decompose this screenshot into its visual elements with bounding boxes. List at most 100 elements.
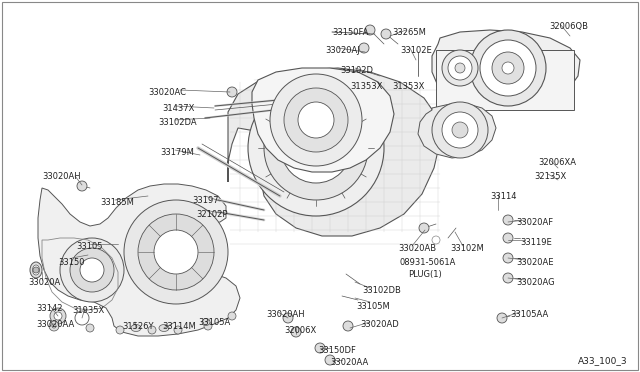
Circle shape [33,267,39,273]
Circle shape [442,50,478,86]
Circle shape [281,113,351,183]
Text: 33105M: 33105M [356,302,390,311]
Circle shape [228,312,236,320]
Text: 33020AJ: 33020AJ [325,46,360,55]
Circle shape [359,43,369,53]
Circle shape [480,40,536,96]
Circle shape [270,74,362,166]
Circle shape [227,87,237,97]
Circle shape [77,181,87,191]
Ellipse shape [30,262,42,278]
Circle shape [284,88,348,152]
Text: 33150DF: 33150DF [318,346,356,355]
Text: 33105AA: 33105AA [510,310,548,319]
Ellipse shape [202,318,210,326]
Circle shape [502,62,514,74]
Text: 33185M: 33185M [100,198,134,207]
Circle shape [174,326,182,334]
Polygon shape [252,68,394,172]
Circle shape [432,236,440,244]
Circle shape [448,56,472,80]
Circle shape [116,326,124,334]
Text: 32102P: 32102P [196,210,227,219]
Polygon shape [432,30,580,108]
Text: 33179M: 33179M [160,148,194,157]
Circle shape [49,321,59,331]
Text: 08931-5061A: 08931-5061A [400,258,456,267]
Text: 33020A: 33020A [28,278,60,287]
Circle shape [455,63,465,73]
Text: 33142: 33142 [36,304,63,313]
Text: 33150: 33150 [58,258,84,267]
Text: 33265M: 33265M [392,28,426,37]
Circle shape [70,248,114,292]
Circle shape [492,52,524,84]
Text: 33020AH: 33020AH [42,172,81,181]
Circle shape [503,233,513,243]
Text: 33102E: 33102E [400,46,432,55]
Circle shape [343,321,353,331]
Circle shape [381,29,391,39]
Text: 32135X: 32135X [534,172,566,181]
Text: 33150FA: 33150FA [332,28,369,37]
Circle shape [264,96,368,200]
Text: 33020AA: 33020AA [36,320,74,329]
Ellipse shape [33,265,40,275]
Text: 33020AB: 33020AB [398,244,436,253]
Text: 33102M: 33102M [450,244,484,253]
Text: 33105A: 33105A [198,318,230,327]
Circle shape [50,308,66,324]
Circle shape [54,312,62,320]
Circle shape [298,102,334,138]
Text: 33020AD: 33020AD [360,320,399,329]
Circle shape [124,200,228,304]
Text: 33020AG: 33020AG [516,278,555,287]
Circle shape [204,322,212,330]
Circle shape [315,343,325,353]
Text: 33020AF: 33020AF [516,218,553,227]
Text: 33105: 33105 [76,242,102,251]
Circle shape [470,30,546,106]
Circle shape [52,324,56,328]
Circle shape [442,112,478,148]
Circle shape [298,130,334,166]
Circle shape [248,80,384,216]
Text: 33119E: 33119E [520,238,552,247]
Text: 32006XA: 32006XA [538,158,576,167]
Circle shape [80,258,104,282]
Circle shape [503,273,513,283]
Circle shape [138,214,214,290]
Circle shape [148,326,156,334]
Circle shape [56,314,64,322]
Text: 33020AH: 33020AH [266,310,305,319]
Text: 33020AC: 33020AC [148,88,186,97]
Text: 31437X: 31437X [162,104,195,113]
Polygon shape [228,68,440,236]
Text: 33102DB: 33102DB [362,286,401,295]
Circle shape [365,25,375,35]
Circle shape [452,122,468,138]
Circle shape [325,355,335,365]
Text: 31353X: 31353X [392,82,424,91]
Circle shape [291,327,301,337]
Circle shape [86,324,94,332]
Text: PLUG(1): PLUG(1) [408,270,442,279]
Circle shape [154,230,198,274]
Text: 32006X: 32006X [284,326,316,335]
Text: A33_100_3: A33_100_3 [578,356,628,365]
Circle shape [497,313,507,323]
Text: 31526Y: 31526Y [122,322,154,331]
Polygon shape [38,184,240,336]
Ellipse shape [131,324,141,331]
Text: 33020AE: 33020AE [516,258,554,267]
Text: 33197: 33197 [192,196,219,205]
Polygon shape [436,50,574,110]
Circle shape [419,223,429,233]
Circle shape [503,253,513,263]
Text: 33114: 33114 [490,192,516,201]
Text: 31353X: 31353X [350,82,382,91]
Text: 32006QB: 32006QB [549,22,588,31]
Text: 33102D: 33102D [340,66,373,75]
Text: 33102DA: 33102DA [158,118,196,127]
Polygon shape [418,104,496,158]
